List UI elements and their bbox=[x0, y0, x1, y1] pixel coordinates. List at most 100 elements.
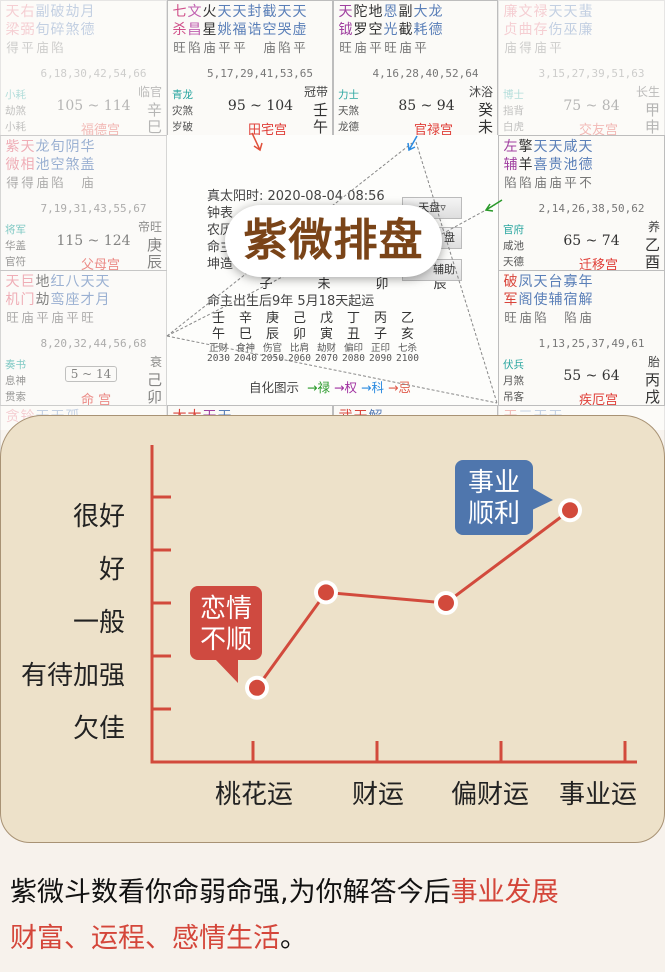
star-char: 阁 bbox=[518, 292, 533, 308]
legend-item: →科 bbox=[360, 380, 384, 395]
callout-text: 顺利 bbox=[468, 499, 520, 529]
palace-cell-guanlu[interactable]: 天钺旺陀罗庙地空平恩光旺副截庙大耗平龙德 4,16,28,40,52,64 力士 天煞… bbox=[333, 0, 498, 136]
minor-god: 力士 bbox=[338, 89, 359, 101]
star: 天机旺 bbox=[5, 273, 20, 327]
star-brightness: 庙 bbox=[263, 40, 276, 55]
star: 截空庙 bbox=[262, 3, 277, 57]
star-char: 星 bbox=[202, 22, 217, 38]
star-char: 机 bbox=[5, 292, 20, 308]
changsheng: 帝旺 bbox=[137, 220, 162, 234]
star-brightness: 陷 bbox=[504, 175, 517, 190]
pillar_branches-item: 卯 bbox=[375, 277, 389, 292]
star: 劫煞 bbox=[65, 3, 80, 57]
star: 天虚平 bbox=[292, 3, 307, 57]
star-brightness: 陷 bbox=[278, 40, 291, 55]
star-brightness: 不 bbox=[579, 175, 592, 190]
star-brightness: 陷 bbox=[564, 310, 577, 325]
star-brightness: 平 bbox=[414, 40, 427, 55]
legend-item: →禄 bbox=[307, 380, 330, 395]
changsheng: 沐浴 bbox=[468, 85, 493, 99]
star-char: 年 bbox=[578, 274, 593, 290]
minor-god: 吊客 bbox=[503, 391, 524, 403]
minor-god: 青龙 bbox=[172, 89, 193, 101]
palace-cell-tianzhai[interactable]: 七杀旺文昌陷火星庙天姚平天福平封诰截空庙天哭陷天虚平 5,17,29,41,53,… bbox=[167, 0, 333, 136]
star: 贪 bbox=[5, 408, 20, 426]
star: 阴煞 bbox=[65, 138, 80, 192]
branches-item: 巳 bbox=[238, 327, 252, 342]
changsheng: 胎 bbox=[647, 355, 660, 369]
star: 文昌陷 bbox=[187, 3, 202, 57]
star-brightness: 庙 bbox=[519, 310, 532, 325]
star-char: 伤 bbox=[548, 22, 563, 38]
palace-cell-fumu[interactable]: 紫微得天相得龙池庙旬空陷阴煞华盖庙 7,19,31,43,55,67 将军 华盖 官符 1… bbox=[0, 135, 167, 271]
star: 文曲得 bbox=[518, 3, 533, 57]
minor-god: 月煞 bbox=[503, 375, 524, 387]
y-tick-label: 一般 bbox=[73, 608, 125, 638]
star-char: 梁 bbox=[5, 22, 20, 38]
dayun-stems: 壬辛庚己戊丁丙乙 bbox=[205, 307, 421, 326]
shishen-item: 偏印 bbox=[343, 343, 363, 354]
earthly-branch: 辰 bbox=[146, 253, 162, 271]
star-char: 天 bbox=[20, 139, 35, 155]
palace-cell-jiaoyou[interactable]: 廉贞庙文曲得禄存庙天伤平天巫蜚廉 3,15,27,39,51,63 博士 指背 白虎 75… bbox=[498, 0, 665, 136]
star: 天巫 bbox=[563, 3, 578, 57]
earthly-branch: 午 bbox=[312, 118, 328, 136]
star: 天姚平 bbox=[217, 3, 232, 57]
palace-name: 福德宫 bbox=[81, 123, 121, 136]
star: 破碎陷 bbox=[50, 3, 65, 57]
palace-cell-ming[interactable]: 天机旺巨门庙地劫平红鸾庙八座平天才旺天月 8,20,32,44,56,68 奏书 息神… bbox=[0, 270, 167, 406]
star-char: 辅 bbox=[548, 292, 563, 308]
minor-god: 奏书 bbox=[5, 359, 26, 371]
palace-cell-jie[interactable]: 破军旺凤阁庙天使陷台辅寡宿陷年解庙 1,13,25,37,49,61 伏兵 月煞 吊客 5… bbox=[498, 270, 665, 406]
star-char: 天 bbox=[95, 274, 110, 290]
years-item: 2080 bbox=[342, 353, 365, 364]
star: 台辅 bbox=[548, 273, 563, 327]
x-tick-label: 事业运 bbox=[559, 780, 637, 810]
star-brightness: 庙 bbox=[579, 310, 592, 325]
palace-name: 官禄宫 bbox=[414, 123, 454, 136]
star-char: 廉 bbox=[578, 22, 593, 38]
star: 天福平 bbox=[232, 3, 247, 57]
star-char: 巫 bbox=[563, 22, 578, 38]
dayun-range: 95 ~ 104 bbox=[227, 98, 294, 114]
palace-name: 命 宫 bbox=[81, 393, 112, 406]
star-char: 天 bbox=[232, 4, 247, 20]
star-char: 右 bbox=[20, 4, 35, 20]
star-brightness: 庙 bbox=[51, 310, 64, 325]
star: 天梁得 bbox=[5, 3, 20, 57]
star: 火星庙 bbox=[202, 3, 217, 57]
minor-god: 天煞 bbox=[338, 105, 359, 117]
star-list: 左辅陷擎羊陷天喜庙天贵庙咸池平天德不 bbox=[503, 138, 593, 192]
star: 廉贞庙 bbox=[503, 3, 518, 57]
star-char: 咸 bbox=[563, 139, 578, 155]
star-char: 龙 bbox=[428, 4, 443, 20]
palace-cell-qianyi[interactable]: 左辅陷擎羊陷天喜庙天贵庙咸池平天德不 2,14,26,38,50,62 官府 咸池 天德… bbox=[498, 135, 665, 271]
star-char: 月 bbox=[80, 4, 95, 20]
clock-time: 钟表 bbox=[207, 206, 234, 221]
star: 华盖庙 bbox=[80, 138, 95, 192]
star-char: 宿 bbox=[563, 292, 578, 308]
data-point bbox=[318, 584, 334, 601]
star-brightness: 陷 bbox=[51, 175, 64, 190]
minor-god: 官符 bbox=[5, 256, 26, 268]
star: 天才旺 bbox=[80, 273, 95, 327]
branches-item: 丑 bbox=[346, 327, 360, 342]
dayun-range: 105 ~ 114 bbox=[56, 98, 131, 114]
star-char: 天 bbox=[277, 4, 292, 20]
star-char: 贞 bbox=[503, 22, 518, 38]
dayun-branches: 午巳辰卯寅丑子亥 bbox=[205, 323, 421, 342]
star-char: 大 bbox=[413, 4, 428, 20]
star-brightness: 庙 bbox=[354, 40, 367, 55]
palace-cell-fude[interactable]: 天梁得右弼平副旬庙破碎陷劫煞月德 6,18,30,42,54,66 小耗 劫煞 小耗 10… bbox=[0, 0, 167, 136]
star-char: 贵 bbox=[548, 157, 563, 173]
star-char: 阴 bbox=[65, 139, 80, 155]
branches-item: 卯 bbox=[292, 327, 306, 342]
callout-text: 不顺 bbox=[200, 625, 252, 655]
star: 地劫平 bbox=[35, 273, 50, 327]
star-brightness: 平 bbox=[36, 310, 49, 325]
shishen-item: 食神 bbox=[235, 343, 255, 354]
star-char: 龙 bbox=[35, 139, 50, 155]
